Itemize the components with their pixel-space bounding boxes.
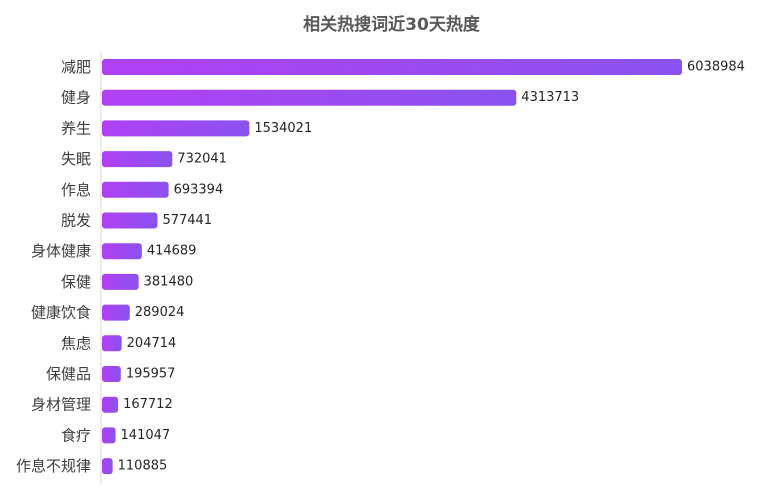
category-label-7: 保健 [61,273,91,291]
value-label-2: 1534021 [254,121,312,136]
category-label-1: 健身 [61,89,91,107]
category-label-4: 作息 [61,181,91,199]
value-label-9: 204714 [127,336,177,351]
category-label-11: 身材管理 [31,396,91,414]
category-label-10: 保健品 [46,365,91,383]
bar-9 [102,335,122,352]
category-label-8: 健康饮食 [31,304,91,322]
value-label-7: 381480 [144,274,194,289]
value-label-6: 414689 [147,244,197,259]
bars-group: 减肥 6038984 健身 4313713 养生 1534021 失眠 732041 作息 693… [16,58,745,475]
value-label-1: 4313713 [521,90,579,105]
bar-1 [102,89,517,106]
value-label-4: 693394 [174,182,224,197]
bar-11 [102,396,119,413]
value-label-0: 6038984 [687,60,745,75]
value-label-5: 577441 [162,213,212,228]
bar-0 [102,59,682,75]
bar-13 [102,458,113,475]
bar-4 [102,181,169,198]
bar-10 [102,366,121,382]
value-label-13: 110885 [118,459,168,474]
bar-6 [102,243,142,260]
category-label-0: 减肥 [61,58,91,76]
category-label-6: 身体健康 [31,242,91,260]
value-label-3: 732041 [177,152,227,167]
value-label-11: 167712 [123,397,173,412]
category-label-2: 养生 [61,119,91,137]
category-label-13: 作息不规律 [16,457,91,475]
value-label-12: 141047 [121,428,171,443]
bar-5 [102,212,158,229]
bar-3 [102,151,173,168]
chart-title: 相关热搜词近30天热度 [303,15,480,35]
category-label-5: 脱发 [61,212,91,230]
bar-8 [102,304,130,321]
category-label-12: 食疗 [61,426,91,444]
category-label-3: 失眠 [61,150,91,168]
bar-7 [102,273,139,290]
category-label-9: 焦虑 [61,334,91,352]
bar-12 [102,427,116,444]
value-label-8: 289024 [135,305,185,320]
value-label-10: 195957 [126,367,176,382]
bar-2 [102,120,250,137]
